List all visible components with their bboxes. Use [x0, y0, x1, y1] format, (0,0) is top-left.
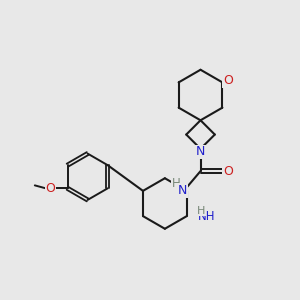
Text: H: H: [172, 177, 180, 190]
Text: O: O: [46, 182, 56, 195]
Text: O: O: [223, 165, 233, 178]
Text: H: H: [197, 206, 205, 216]
Text: N: N: [178, 184, 188, 197]
Text: N: N: [196, 145, 205, 158]
Text: O: O: [223, 74, 233, 87]
Text: NH: NH: [198, 210, 215, 223]
